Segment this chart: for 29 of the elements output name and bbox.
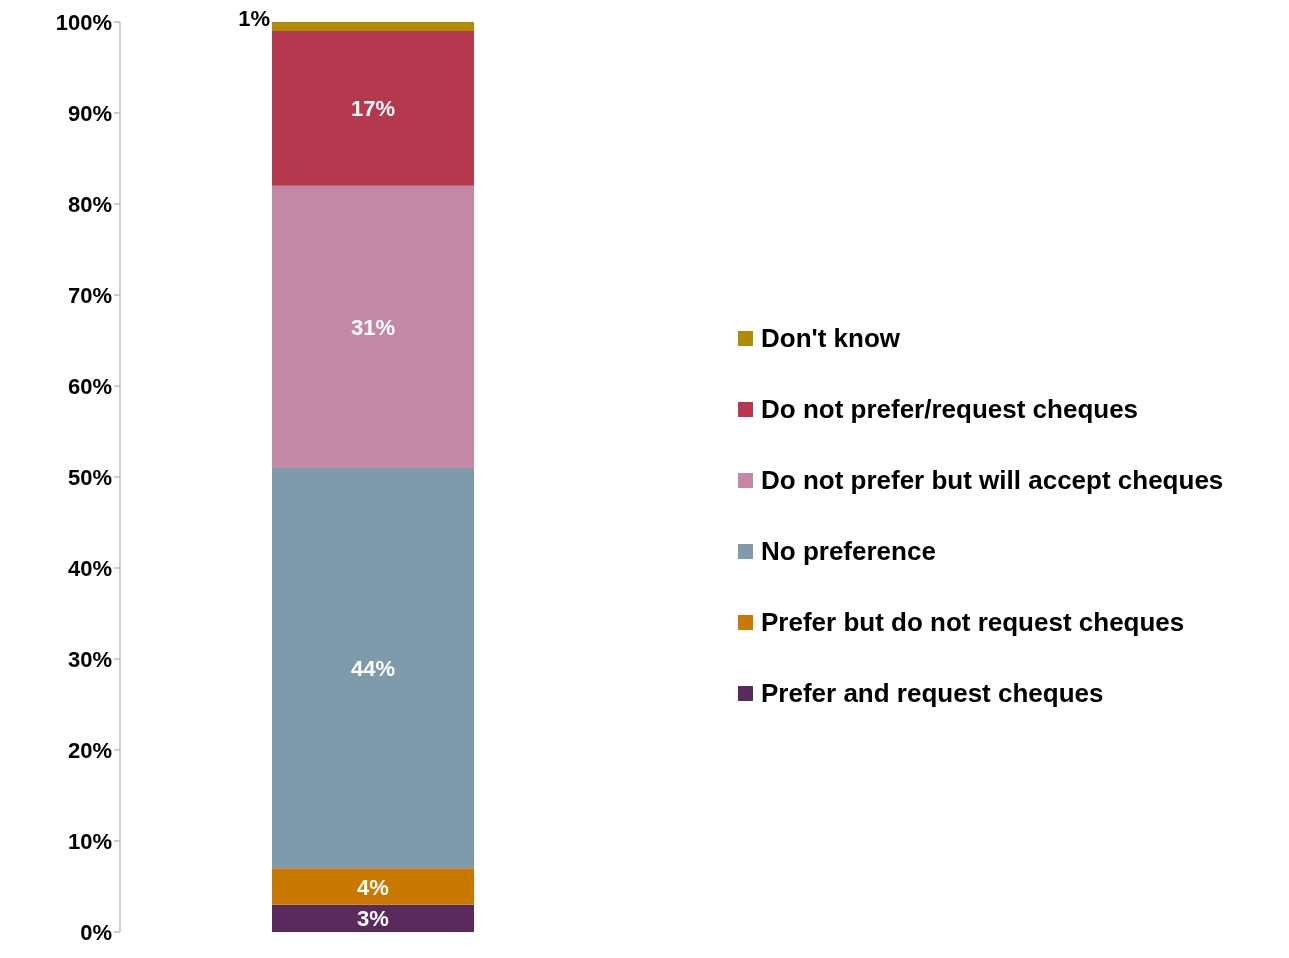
y-tick-label: 50% (67, 464, 112, 490)
data-label: 3% (357, 906, 389, 932)
bar (272, 467, 474, 869)
legend-label: Prefer but do not request cheques (761, 607, 1185, 638)
legend-label: No preference (761, 536, 936, 567)
data-label: 4% (357, 874, 389, 900)
data-label: 17% (350, 96, 396, 122)
y-tick-label: 0% (80, 919, 112, 945)
bar (272, 22, 474, 32)
legend-label: Prefer and request cheques (761, 678, 1104, 709)
legend-label: Don't know (761, 323, 901, 354)
y-tick-label: 10% (67, 828, 112, 854)
bar (272, 868, 474, 905)
bar (272, 31, 474, 186)
bar (272, 185, 474, 468)
y-tick-label: 20% (67, 737, 112, 763)
y-tick-label: 60% (67, 373, 112, 399)
data-label: 1% (238, 6, 270, 31)
legend-label: Do not prefer/request cheques (761, 394, 1139, 425)
bar (272, 904, 474, 932)
y-tick-label: 40% (67, 555, 112, 581)
y-tick-label: 70% (67, 282, 112, 308)
data-label: 44% (350, 656, 396, 682)
legend-label: Do not prefer but will accept cheques (761, 465, 1224, 496)
y-tick-label: 80% (67, 191, 112, 217)
y-tick-label: 30% (67, 646, 112, 672)
y-tick-label: 100% (55, 9, 112, 35)
data-label: 31% (350, 314, 396, 340)
y-tick-label: 90% (67, 100, 112, 126)
